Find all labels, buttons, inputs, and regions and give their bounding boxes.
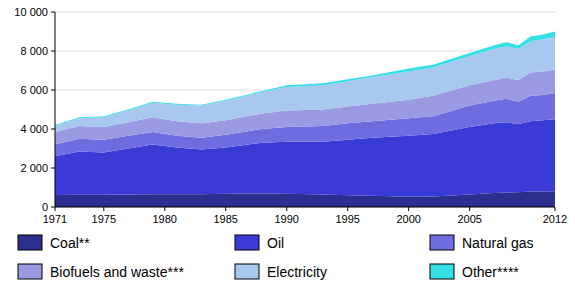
y-tick: [51, 51, 55, 52]
y-tick: [51, 12, 55, 13]
x-tick: [103, 207, 104, 211]
y-tick-label: 4 000: [20, 123, 48, 135]
x-tick-label: 2000: [396, 213, 420, 225]
legend-label: Biofuels and waste***: [50, 264, 184, 280]
y-tick: [51, 129, 55, 130]
grid-line: [55, 207, 555, 208]
x-tick: [286, 207, 287, 211]
y-tick-label: 6 000: [20, 84, 48, 96]
y-tick-label: 8 000: [20, 45, 48, 57]
x-tick-label: 1995: [335, 213, 359, 225]
areas: [55, 32, 555, 208]
x-tick: [555, 207, 556, 211]
legend-swatch: [430, 235, 454, 250]
x-tick-label: 1975: [92, 213, 116, 225]
x-tick-label: 1990: [274, 213, 298, 225]
grid-line: [55, 12, 555, 13]
chart: 0 2 000 4 000 6 000 8 000 10 000 1971 1975 1980 1…: [0, 0, 575, 295]
legend-label: Natural gas: [462, 235, 534, 251]
y-tick: [51, 168, 55, 169]
x-tick-label: 2012: [543, 213, 567, 225]
legend-swatch: [235, 264, 259, 279]
legend-label: Oil: [267, 235, 284, 251]
y-tick: [51, 207, 55, 208]
x-tick: [408, 207, 409, 211]
x-axis: [55, 207, 555, 208]
x-tick-label: 2005: [457, 213, 481, 225]
legend-label: Other****: [462, 264, 519, 280]
x-tick: [469, 207, 470, 211]
legend-swatch: [430, 264, 454, 279]
y-tick-label: 10 000: [14, 6, 48, 18]
y-axis: [55, 12, 56, 207]
x-tick: [55, 207, 56, 211]
x-tick-label: 1980: [153, 213, 177, 225]
x-tick-label: 1985: [213, 213, 237, 225]
x-tick-label: 1971: [43, 213, 67, 225]
legend-swatch: [18, 264, 42, 279]
y-tick: [51, 90, 55, 91]
y-tick-label: 2 000: [20, 162, 48, 174]
y-tick-label: 0: [42, 201, 48, 213]
legend-label: Coal**: [50, 235, 90, 251]
x-tick: [347, 207, 348, 211]
legend-label: Electricity: [267, 264, 327, 280]
x-tick: [225, 207, 226, 211]
legend-swatch: [18, 235, 42, 250]
legend-swatch: [235, 235, 259, 250]
area: [55, 32, 555, 127]
x-tick: [164, 207, 165, 211]
